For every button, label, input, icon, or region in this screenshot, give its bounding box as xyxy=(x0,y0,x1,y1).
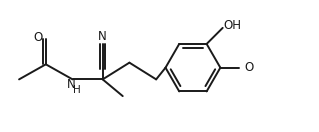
Text: N: N xyxy=(67,78,76,91)
Text: OH: OH xyxy=(224,19,242,32)
Text: O: O xyxy=(34,31,43,44)
Text: O: O xyxy=(245,61,254,74)
Text: N: N xyxy=(98,30,107,43)
Text: H: H xyxy=(73,85,80,95)
